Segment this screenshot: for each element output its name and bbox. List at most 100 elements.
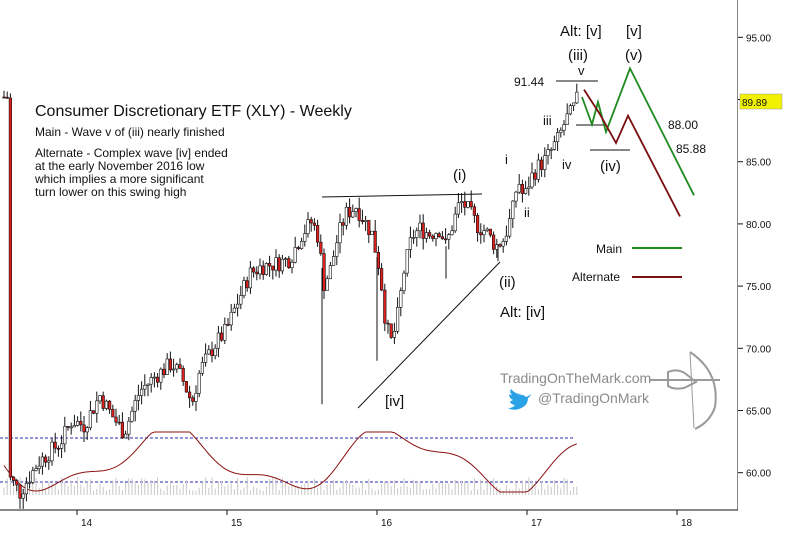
candle-body [347,206,352,218]
candle-body [392,330,397,338]
candle-body [434,233,438,239]
candle-body [405,249,409,274]
candle-body [220,332,224,341]
price-label-high: 91.44 [514,75,544,89]
candle-body [114,416,118,423]
wave-label-iii-paren: (iii) [568,47,588,64]
candle-body [443,238,448,241]
candle-body [277,257,281,272]
price-label-target1: 88.00 [668,118,698,132]
candle-body [79,420,83,426]
candle-body [565,113,569,125]
y-tick-label: 60.00 [746,469,771,480]
candle-body [229,311,233,326]
candle-body [66,426,70,428]
candle-body [530,172,534,188]
candle-body [485,228,489,231]
candle-body [140,388,144,396]
candle-body [546,149,550,156]
candle-body [175,364,179,370]
wave-label-v-bracket: [v] [626,23,642,40]
price-label-target2: 85.88 [676,142,706,156]
candle-body [267,263,272,267]
candle-body [120,421,124,439]
candle-body [322,253,326,291]
candle-body [111,409,115,418]
candle-body [306,219,310,234]
candle-body [69,426,73,429]
candle-body [76,420,80,426]
candle-body [50,441,54,462]
wave-label-alt-iv: Alt: [iv] [500,304,545,321]
candle-body [59,443,64,449]
wave-label-ii-paren: (ii) [499,274,516,291]
candle-body [575,91,579,104]
candle-body [53,441,57,449]
wave-label-i-paren: (i) [453,167,466,184]
candle-body [98,395,102,402]
candle-body [472,206,477,216]
candle-body [437,233,441,238]
wave-label-iv-bracket: [iv] [385,393,404,410]
candle-body [379,268,384,291]
candle-body [287,258,291,268]
candle-body [514,191,518,202]
candle-body [232,307,237,313]
candle-body [296,247,301,249]
oscillator-line [3,431,577,493]
x-tick-label: 14 [81,518,93,529]
candle-body [72,425,76,428]
candle-body [331,256,336,266]
candle-body [335,242,339,257]
alternate-projection-path [583,89,681,217]
candle-body [124,433,128,439]
candle-body [165,358,169,375]
candle-body [95,400,99,414]
candle-body [37,465,41,469]
candle-body [402,272,406,291]
candle-body [24,483,29,495]
wave-label-v-small: v [578,63,585,78]
candle-body [8,97,13,478]
legend-alternate-label: Alternate [572,270,620,284]
candle-body [127,420,131,435]
wave-label-i-small: i [505,152,508,167]
candle-body [386,322,390,325]
candle-body [319,241,323,254]
note-line-4: which implies a more significant [34,172,204,186]
candle-body [184,381,189,393]
candle-body [181,367,185,382]
candle-body [204,353,208,363]
candle-body [571,102,576,106]
candle-body [520,184,524,194]
candle-body [172,368,176,371]
candle-body [488,228,493,236]
candle-body [117,421,121,424]
candle-body [136,395,141,401]
candle-body [271,265,275,271]
candle-body [466,201,470,208]
candle-body [88,410,92,429]
candle-body [354,208,358,212]
candle-body [299,241,304,249]
candle-body [453,213,457,232]
x-axis-ticks: 14 15 16 17 18 [76,510,693,529]
y-tick-label: 65.00 [746,406,771,417]
candle-body [555,132,560,143]
candle-body [360,220,365,222]
candle-body [146,383,150,386]
candle-body [280,258,285,272]
y-tick-label: 95.00 [746,33,771,44]
candle-body [216,332,221,349]
wave-label-ii-small: ii [524,205,530,220]
candle-body [236,303,240,309]
candle-body [210,349,214,357]
candle-body [213,347,217,357]
candle-body [338,222,342,244]
candle-body [63,426,67,445]
candle-body [248,267,253,289]
candle-body [194,393,198,402]
candle-body [149,377,153,385]
watermark-site: TradingOnTheMark.com [500,370,651,386]
candle-body [389,323,393,338]
